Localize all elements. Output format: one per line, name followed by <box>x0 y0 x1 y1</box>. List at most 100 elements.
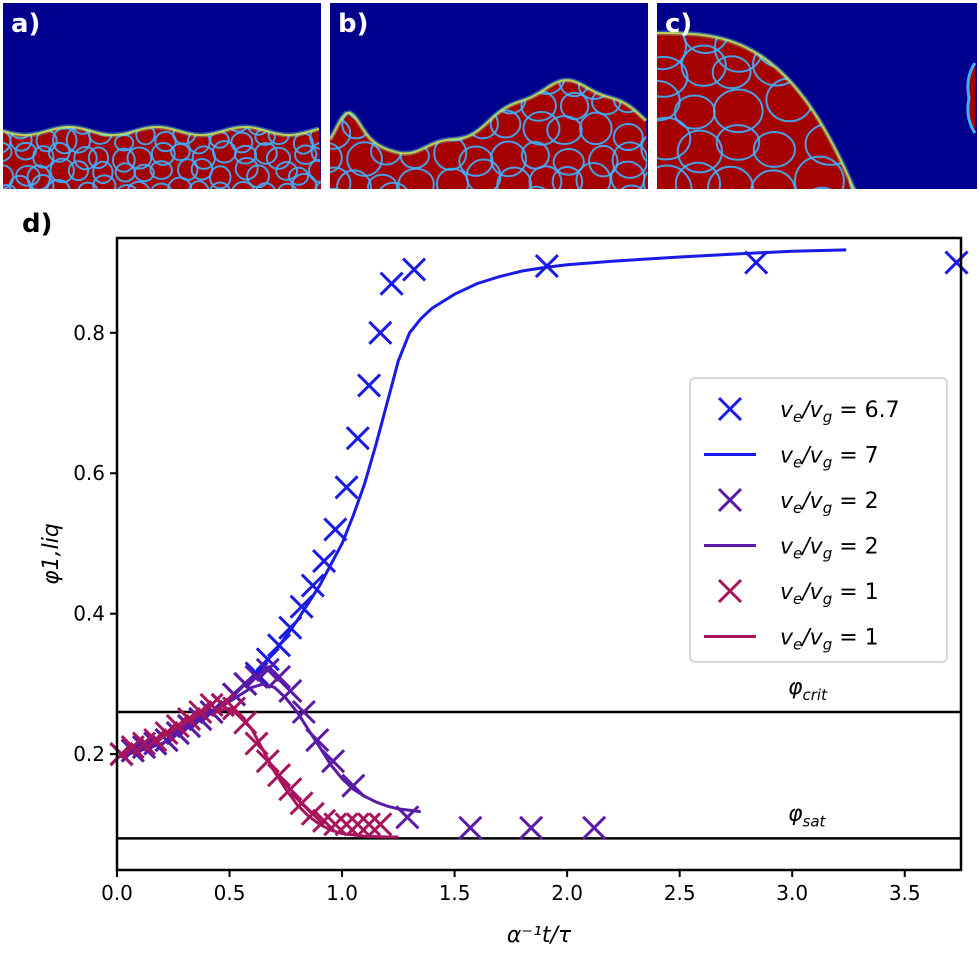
panel-a-map <box>3 3 321 189</box>
data-point <box>165 713 190 739</box>
data-point <box>300 573 325 598</box>
data-point <box>176 713 202 739</box>
data-point <box>255 647 280 672</box>
panel-a-label: a) <box>11 9 41 39</box>
panel-c: c) <box>657 3 977 189</box>
data-point <box>188 706 213 732</box>
data-point <box>176 713 202 739</box>
y-tick-label: 0.2 <box>73 742 105 766</box>
data-point <box>266 633 292 658</box>
x-tick-label: 0.5 <box>214 881 246 905</box>
legend: ve/vg = 6.7 ve/vg = 7 ve/vg = 2 ve/vg = 2 ve… <box>689 377 948 663</box>
panel-a: a) <box>3 3 321 189</box>
legend-item: ve/vg = 1 <box>704 626 879 654</box>
data-point <box>345 426 370 451</box>
data-point <box>221 682 247 707</box>
series-line-5 <box>117 706 399 839</box>
data-point <box>341 773 366 798</box>
x-tick-label: 3.5 <box>889 881 921 905</box>
x-tick-label: 3.0 <box>776 881 808 905</box>
series-line-1 <box>117 248 847 760</box>
data-point <box>154 721 179 746</box>
plot-area: φcrit φsat 0.0 0.5 1.0 1.5 2.0 2.5 3.0 3.5 0.2 0.4 0… <box>39 236 969 948</box>
data-point <box>334 475 359 500</box>
data-point <box>334 812 359 837</box>
data-point <box>199 699 224 725</box>
legend-item: ve/vg = 6.7 <box>717 396 900 426</box>
legend-item: ve/vg = 2 <box>704 535 879 563</box>
data-point <box>312 548 337 574</box>
data-point <box>345 812 370 837</box>
data-point <box>291 699 316 725</box>
phi-sat-label: φsat <box>788 801 827 830</box>
panel-b-label: b) <box>338 9 369 39</box>
y-axis-label: φ1,liq <box>39 523 64 585</box>
data-point <box>109 742 134 767</box>
data-point <box>109 742 134 767</box>
data-point <box>120 738 145 763</box>
x-tick-label: 1.0 <box>326 881 358 905</box>
data-point <box>199 699 224 725</box>
legend-item: ve/vg = 2 <box>717 487 879 517</box>
data-point <box>244 661 269 686</box>
data-point <box>188 699 213 725</box>
legend-label: ve/vg = 6.7 <box>780 398 900 426</box>
data-point <box>165 721 190 746</box>
legend-label: ve/vg = 1 <box>780 580 879 608</box>
legend-item: ve/vg = 1 <box>717 578 879 608</box>
data-point <box>221 682 247 707</box>
data-point <box>233 710 258 735</box>
legend-label: ve/vg = 2 <box>780 535 879 563</box>
data-point <box>582 815 607 840</box>
data-point <box>255 749 280 774</box>
panel-d-label: d) <box>22 209 53 239</box>
data-point <box>244 731 269 756</box>
data-point <box>109 742 134 767</box>
data-point <box>300 801 325 826</box>
data-point <box>289 791 314 816</box>
data-point <box>395 805 420 830</box>
data-point <box>188 706 213 732</box>
data-point <box>305 728 330 753</box>
phi-crit-label: φcrit <box>788 675 828 704</box>
data-point <box>278 678 303 703</box>
data-point <box>221 696 247 721</box>
data-point <box>244 664 269 689</box>
data-point <box>154 728 179 753</box>
y-tick-label: 0.6 <box>73 461 105 485</box>
data-point <box>165 721 190 746</box>
data-point <box>154 728 179 753</box>
data-point <box>199 692 224 718</box>
data-point <box>233 671 258 696</box>
data-point <box>131 735 157 760</box>
data-point <box>289 594 314 619</box>
data-point <box>131 731 157 756</box>
panel-b-map <box>330 3 648 189</box>
data-point <box>534 254 559 279</box>
data-point <box>458 815 483 840</box>
panel-c-map <box>657 3 977 189</box>
data-point <box>321 749 346 774</box>
x-tick-label: 0.0 <box>101 881 133 905</box>
x-tick-label: 1.5 <box>439 881 471 905</box>
data-point <box>266 763 292 788</box>
data-point <box>357 373 382 398</box>
data-point <box>323 812 348 837</box>
plot-frame <box>115 236 963 872</box>
x-axis-label: α⁻¹t/τ <box>507 923 572 948</box>
data-point <box>312 808 337 833</box>
data-point <box>120 738 145 763</box>
x-tick-label: 2.0 <box>551 881 583 905</box>
data-point <box>143 731 168 756</box>
data-point <box>120 735 145 760</box>
data-point <box>233 671 258 696</box>
data-point <box>278 777 303 802</box>
data-point <box>379 271 404 296</box>
legend-label: ve/vg = 2 <box>780 489 879 517</box>
x-tick-label: 2.5 <box>664 881 696 905</box>
data-point <box>402 257 427 282</box>
data-point <box>519 815 544 840</box>
data-point <box>368 812 393 837</box>
legend-label: ve/vg = 1 <box>780 626 879 654</box>
reference-lines <box>117 710 961 840</box>
